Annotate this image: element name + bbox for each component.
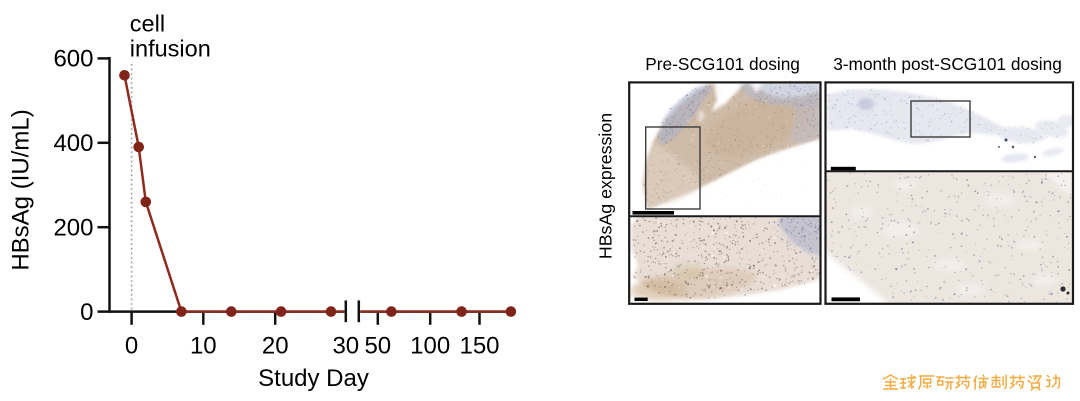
svg-text:cell: cell [130, 11, 165, 37]
svg-text:infusion: infusion [130, 36, 211, 62]
svg-text:0: 0 [125, 333, 138, 360]
svg-text:30: 30 [332, 333, 359, 360]
svg-text:600: 600 [53, 46, 93, 73]
svg-text:10: 10 [190, 333, 217, 360]
svg-text:20: 20 [262, 333, 289, 360]
svg-text:200: 200 [53, 215, 93, 242]
svg-text:400: 400 [53, 130, 93, 157]
svg-text:Pre-SCG101 dosing: Pre-SCG101 dosing [645, 54, 800, 74]
svg-text:0: 0 [80, 299, 93, 326]
svg-text:Study Day: Study Day [258, 365, 369, 392]
svg-text:HBsAg (IU/mL): HBsAg (IU/mL) [7, 109, 34, 270]
svg-text:3-month post-SCG101 dosing: 3-month post-SCG101 dosing [833, 54, 1062, 74]
svg-text:50: 50 [364, 333, 391, 360]
svg-text:HBsAg expression: HBsAg expression [596, 113, 616, 259]
svg-text:150: 150 [459, 333, 499, 360]
svg-text:100: 100 [410, 333, 450, 360]
